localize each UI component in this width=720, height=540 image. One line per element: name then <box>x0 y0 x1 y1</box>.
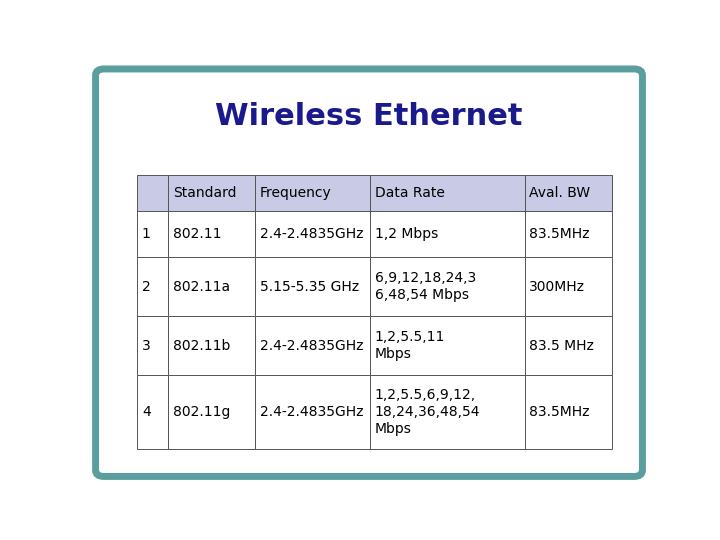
Text: 6,9,12,18,24,3
6,48,54 Mbps: 6,9,12,18,24,3 6,48,54 Mbps <box>375 272 476 302</box>
Text: Frequency: Frequency <box>260 186 331 200</box>
Bar <box>256 316 370 375</box>
Bar <box>370 258 525 316</box>
Text: 802.11: 802.11 <box>173 227 221 241</box>
Bar <box>168 258 256 316</box>
Bar <box>370 316 525 375</box>
Text: Wireless Ethernet: Wireless Ethernet <box>215 102 523 131</box>
Text: 2.4-2.4835GHz: 2.4-2.4835GHz <box>260 227 364 241</box>
Text: 83.5MHz: 83.5MHz <box>529 405 590 419</box>
Text: 300MHz: 300MHz <box>529 280 585 294</box>
Text: 83.5 MHz: 83.5 MHz <box>529 339 594 353</box>
Bar <box>370 175 525 212</box>
Bar <box>168 375 256 449</box>
Text: 1,2,5.5,11
Mbps: 1,2,5.5,11 Mbps <box>375 330 445 361</box>
Text: Standard: Standard <box>173 186 236 200</box>
Bar <box>256 212 370 258</box>
Bar <box>525 375 612 449</box>
Text: 802.11a: 802.11a <box>173 280 230 294</box>
Text: 2.4-2.4835GHz: 2.4-2.4835GHz <box>260 339 364 353</box>
Text: 2: 2 <box>142 280 150 294</box>
Bar <box>525 316 612 375</box>
Bar <box>138 175 168 212</box>
Text: 4: 4 <box>142 405 150 419</box>
Bar <box>138 258 168 316</box>
Bar <box>370 375 525 449</box>
Text: Aval. BW: Aval. BW <box>529 186 590 200</box>
Text: 802.11g: 802.11g <box>173 405 230 419</box>
Text: 1,2 Mbps: 1,2 Mbps <box>375 227 438 241</box>
Bar <box>525 212 612 258</box>
Text: 1,2,5.5,6,9,12,
18,24,36,48,54
Mbps: 1,2,5.5,6,9,12, 18,24,36,48,54 Mbps <box>375 388 480 436</box>
Text: 802.11b: 802.11b <box>173 339 230 353</box>
Text: 2.4-2.4835GHz: 2.4-2.4835GHz <box>260 405 364 419</box>
Text: 5.15-5.35 GHz: 5.15-5.35 GHz <box>260 280 359 294</box>
Bar <box>525 175 612 212</box>
Bar <box>168 212 256 258</box>
Text: 1: 1 <box>142 227 150 241</box>
Bar <box>370 212 525 258</box>
Text: 83.5MHz: 83.5MHz <box>529 227 590 241</box>
FancyBboxPatch shape <box>96 69 642 476</box>
Bar <box>138 212 168 258</box>
Bar <box>168 175 256 212</box>
Bar <box>256 375 370 449</box>
Text: Data Rate: Data Rate <box>375 186 445 200</box>
Bar <box>525 258 612 316</box>
Bar <box>256 258 370 316</box>
Bar <box>138 375 168 449</box>
Text: 3: 3 <box>142 339 150 353</box>
Bar <box>168 316 256 375</box>
Bar <box>256 175 370 212</box>
Bar <box>138 316 168 375</box>
